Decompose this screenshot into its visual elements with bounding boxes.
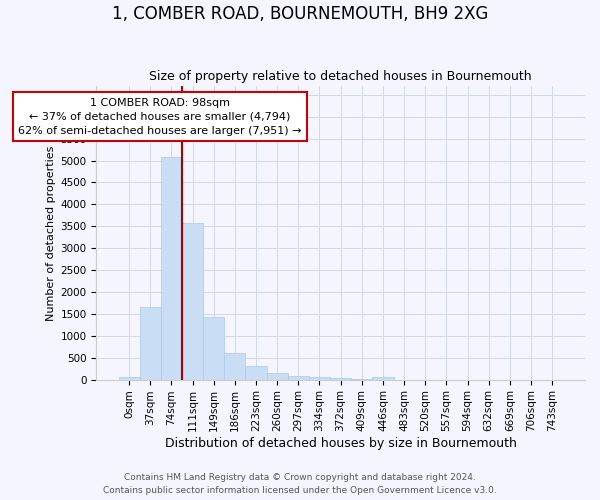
Bar <box>161 157 182 380</box>
Bar <box>309 378 330 380</box>
Bar <box>119 378 140 380</box>
Bar <box>373 378 394 380</box>
Text: Contains HM Land Registry data © Crown copyright and database right 2024.
Contai: Contains HM Land Registry data © Crown c… <box>103 473 497 495</box>
Bar <box>203 318 224 380</box>
X-axis label: Distribution of detached houses by size in Bournemouth: Distribution of detached houses by size … <box>165 437 517 450</box>
Bar <box>182 222 203 380</box>
Bar <box>288 376 309 380</box>
Y-axis label: Number of detached properties: Number of detached properties <box>46 145 56 320</box>
Bar <box>140 308 161 380</box>
Bar <box>224 353 245 380</box>
Title: Size of property relative to detached houses in Bournemouth: Size of property relative to detached ho… <box>149 70 532 84</box>
Text: 1, COMBER ROAD, BOURNEMOUTH, BH9 2XG: 1, COMBER ROAD, BOURNEMOUTH, BH9 2XG <box>112 5 488 23</box>
Bar <box>266 373 288 380</box>
Bar <box>351 379 373 380</box>
Bar <box>245 366 266 380</box>
Text: 1 COMBER ROAD: 98sqm
← 37% of detached houses are smaller (4,794)
62% of semi-de: 1 COMBER ROAD: 98sqm ← 37% of detached h… <box>18 98 302 136</box>
Bar <box>330 378 351 380</box>
